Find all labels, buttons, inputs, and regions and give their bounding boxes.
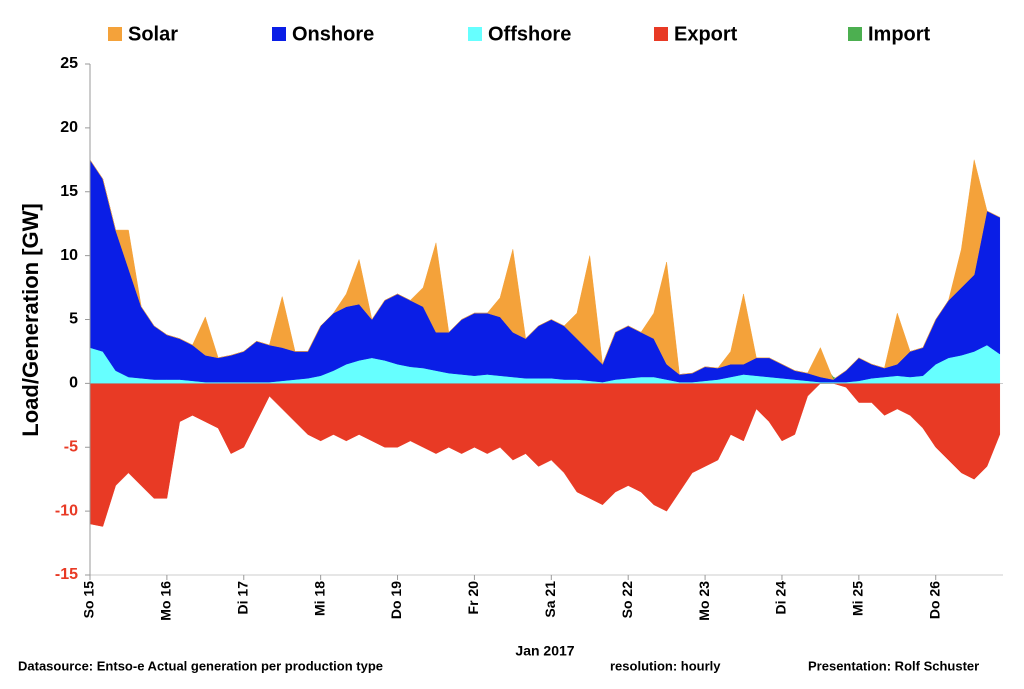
y-tick-label: 25 [60,55,78,72]
y-tick-label: -15 [55,566,78,583]
legend-label: Offshore [488,23,571,45]
y-tick-label: 15 [60,183,78,200]
x-tick-label: Fr 20 [465,581,481,615]
legend-label: Solar [128,23,178,45]
legend-swatch [848,27,862,41]
x-axis-label: Jan 2017 [515,643,574,659]
x-tick-label: Do 19 [388,581,404,619]
y-tick-label: -5 [64,438,78,455]
x-tick-label: Mo 23 [696,581,712,621]
legend-label: Export [674,23,738,45]
area-onshore [89,158,1001,383]
x-tick-label: Sa 21 [542,581,558,618]
legend-swatch [654,27,668,41]
legend-swatch [468,27,482,41]
x-tick-label: Mi 18 [311,581,327,616]
footer: resolution: hourly [610,658,721,673]
x-tick-label: So 15 [81,581,97,619]
x-tick-label: Di 17 [234,581,250,615]
x-tick-label: Do 26 [926,581,942,619]
x-tick-label: So 22 [619,581,635,619]
x-tick-label: Mi 25 [850,581,866,616]
footer: Datasource: Entso-e Actual generation pe… [18,658,383,673]
y-tick-label: 0 [69,375,78,392]
x-tick-label: Di 24 [773,581,789,615]
y-tick-label: 5 [69,311,78,328]
y-tick-label: 20 [60,119,78,136]
y-tick-label: 10 [60,247,78,264]
legend-swatch [108,27,122,41]
legend-label: Onshore [292,23,374,45]
y-axis-label: Load/Generation [GW] [18,203,43,436]
legend-label: Import [868,23,931,45]
area-export [89,383,1001,527]
legend-swatch [272,27,286,41]
y-tick-label: -10 [55,502,78,519]
footer: Presentation: Rolf Schuster [808,658,979,673]
x-tick-label: Mo 16 [158,581,174,621]
